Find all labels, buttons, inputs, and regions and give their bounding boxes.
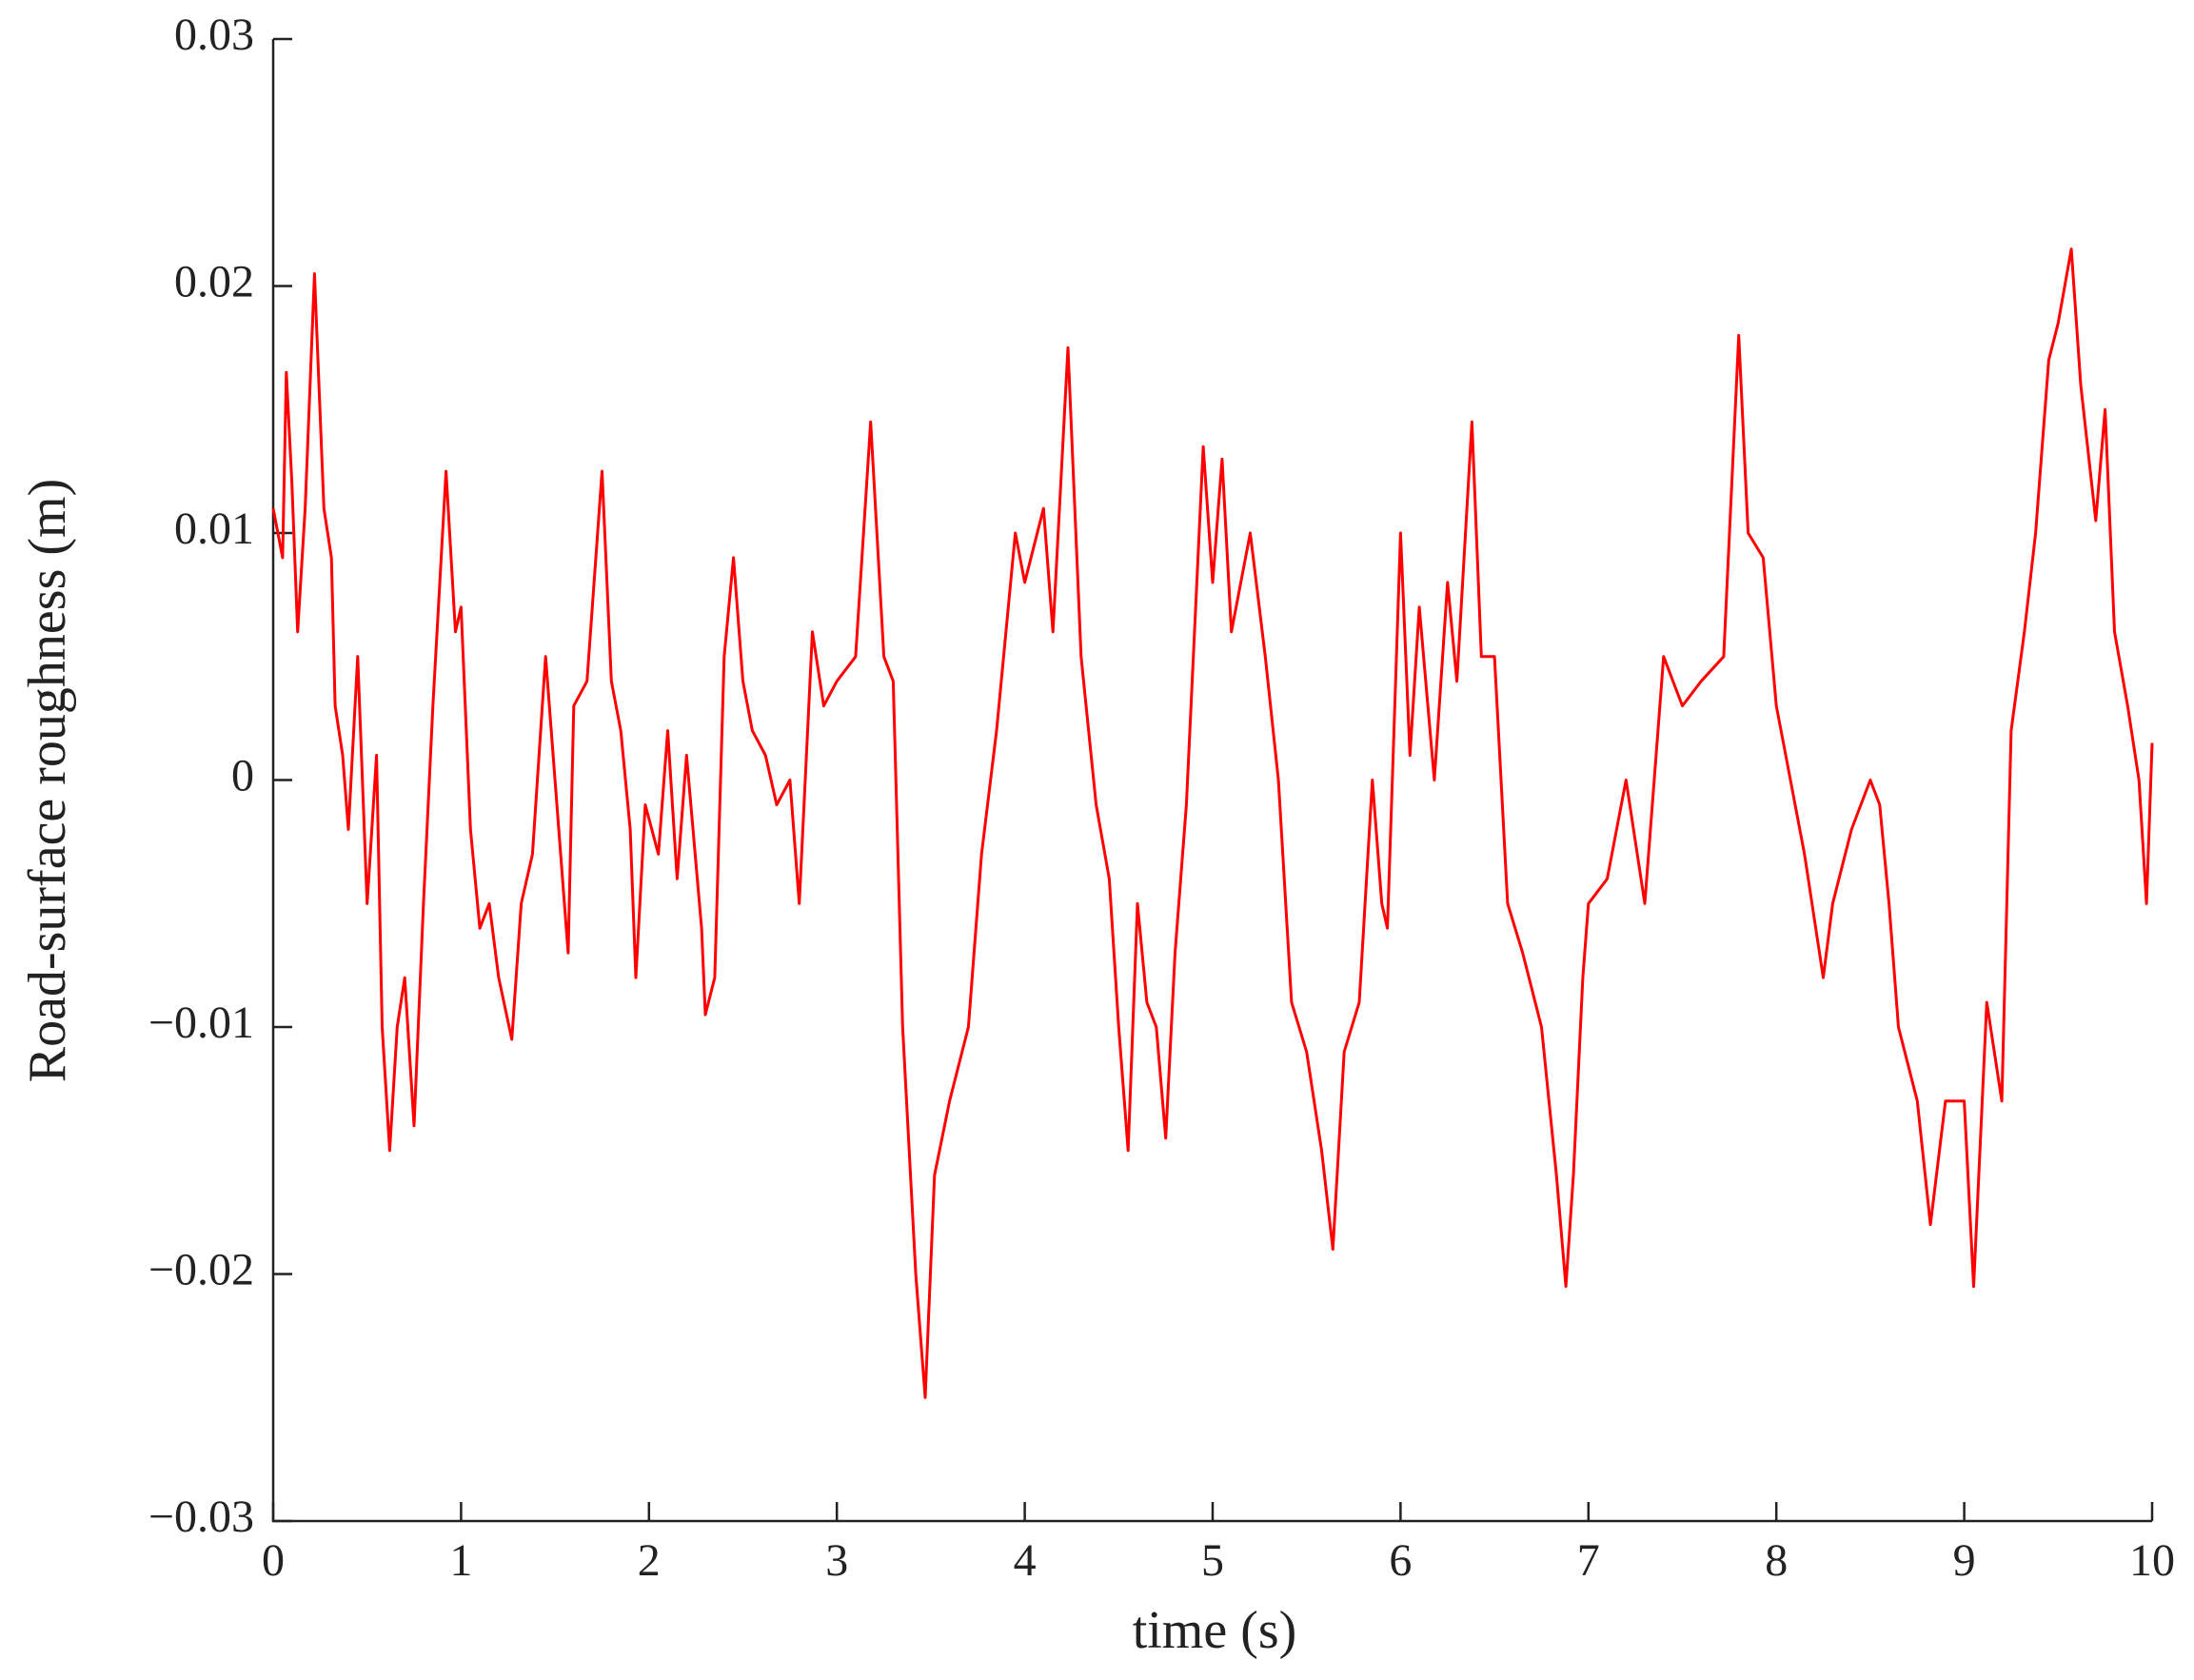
x-tick-label: 3 — [825, 1535, 848, 1586]
y-tick-label: −0.03 — [148, 1492, 254, 1542]
y-tick-label: 0.01 — [174, 504, 254, 554]
x-tick-label: 4 — [1014, 1535, 1037, 1586]
y-tick-label: 0 — [231, 751, 254, 801]
x-tick-label: 7 — [1577, 1535, 1600, 1586]
x-tick-label: 5 — [1201, 1535, 1224, 1586]
y-tick-label: 0.02 — [174, 257, 254, 307]
x-axis-label: time (s) — [1133, 1601, 1297, 1660]
y-tick-label: −0.01 — [148, 998, 254, 1048]
x-tick-label: 6 — [1389, 1535, 1412, 1586]
y-tick-label: 0.03 — [174, 10, 254, 60]
data-line — [271, 247, 2154, 1399]
y-axis-label: Road-surface roughness (m) — [18, 479, 77, 1082]
x-tick-label: 1 — [449, 1535, 472, 1586]
x-tick-label: 8 — [1765, 1535, 1788, 1586]
x-tick-label: 10 — [2129, 1535, 2175, 1586]
x-tick-label: 2 — [638, 1535, 661, 1586]
x-tick-label: 0 — [262, 1535, 285, 1586]
x-tick-label: 9 — [1953, 1535, 1976, 1586]
y-tick-label: −0.02 — [148, 1245, 254, 1295]
